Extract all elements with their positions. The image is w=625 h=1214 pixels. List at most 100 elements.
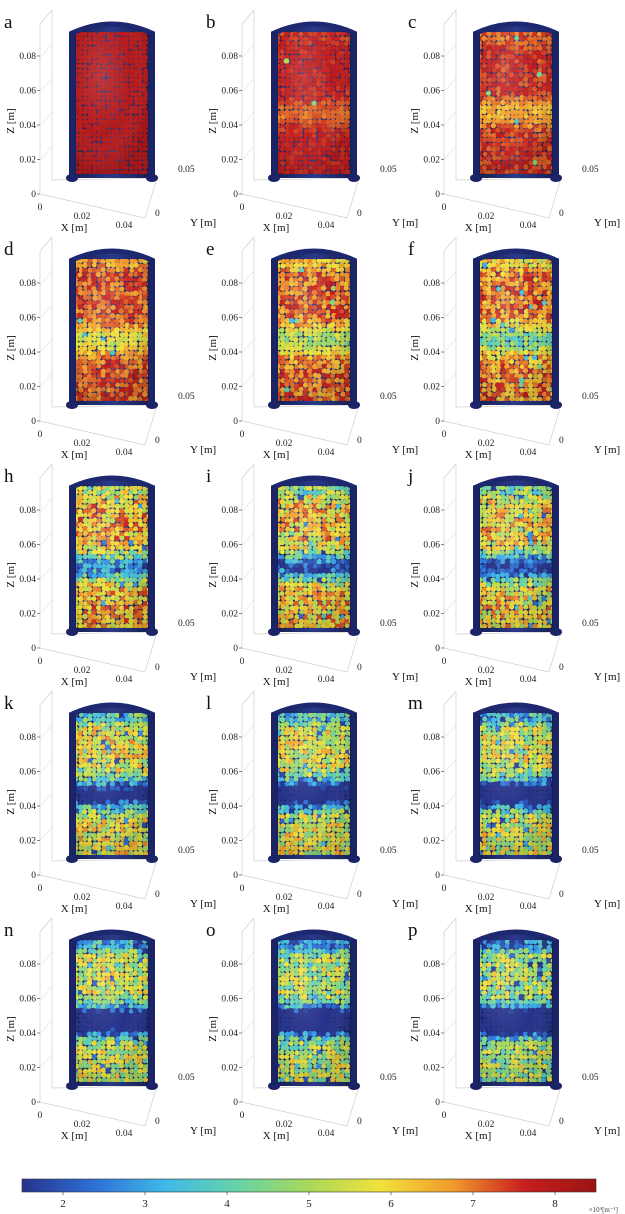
z-tick-label: 0.06 — [423, 768, 440, 778]
panel-label: b — [206, 12, 216, 33]
y-tick-label: 0 — [155, 209, 160, 219]
z-tick-label: 0.04 — [19, 121, 36, 131]
z-tick-label: 0 — [31, 190, 36, 200]
x-axis-label: X [m] — [263, 222, 290, 234]
y-tick-label: 0.05 — [380, 846, 397, 856]
x-tick-label: 0 — [38, 430, 43, 440]
x-tick-label: 0.02 — [74, 212, 91, 222]
panel-label: j — [407, 466, 413, 487]
y-tick-label: 0 — [155, 1117, 160, 1127]
y-tick-label: 0.05 — [582, 392, 599, 402]
x-tick-label: 0 — [38, 203, 43, 213]
x-axis-label: X [m] — [263, 1130, 290, 1142]
z-tick-label: 0.06 — [423, 87, 440, 97]
y-tick-label: 0.05 — [582, 619, 599, 629]
packed-bed-column — [268, 21, 360, 182]
z-tick-label: 0.06 — [221, 314, 238, 324]
z-axis-label: Z [m] — [207, 335, 219, 360]
packed-bed-column — [66, 929, 158, 1090]
x-tick-label: 0.02 — [276, 666, 293, 676]
y-axis-label: Y [m] — [392, 1125, 418, 1137]
z-tick-label: 0 — [435, 871, 440, 881]
z-tick-label: 0.08 — [221, 733, 238, 743]
z-axis-label: Z [m] — [207, 108, 219, 133]
z-tick-label: 0.08 — [221, 52, 238, 62]
y-tick-label: 0 — [155, 663, 160, 673]
x-tick-label: 0 — [240, 1111, 245, 1121]
x-tick-label: 0.04 — [116, 221, 133, 231]
y-axis-label: Y [m] — [594, 217, 620, 229]
x-tick-label: 0 — [240, 203, 245, 213]
panel-d: d 0 0.02 0.04 0.06 0.08 Z [m] 0 0.02 0.04 X [m] 0 0.… — [4, 236, 216, 461]
z-tick-label: 0 — [435, 417, 440, 427]
z-tick-label: 0.06 — [19, 314, 36, 324]
z-tick-label: 0.02 — [19, 837, 36, 847]
z-tick-label: 0.06 — [221, 87, 238, 97]
y-tick-label: 0 — [357, 436, 362, 446]
z-tick-label: 0.08 — [19, 279, 36, 289]
panel-f: f 0 0.02 0.04 0.06 0.08 Z [m] 0 0.02 0.04 X [m] 0 0.… — [408, 236, 620, 461]
x-tick-label: 0 — [442, 884, 447, 894]
panel-c: c 0 0.02 0.04 0.06 0.08 Z [m] 0 0.02 0.04 X [m] 0 0.… — [408, 9, 620, 234]
z-tick-label: 0.02 — [19, 383, 36, 393]
y-tick-label: 0 — [155, 890, 160, 900]
z-axis-label: Z [m] — [5, 335, 17, 360]
y-tick-label: 0 — [559, 436, 564, 446]
y-tick-label: 0.05 — [380, 1073, 397, 1083]
z-axis-label: Z [m] — [207, 789, 219, 814]
x-axis-label: X [m] — [465, 676, 492, 688]
panel-n: n 0 0.02 0.04 0.06 0.08 Z [m] 0 0.02 0.04 X [m] 0 0.… — [4, 917, 216, 1142]
x-tick-label: 0.02 — [74, 439, 91, 449]
z-tick-label: 0.08 — [423, 960, 440, 970]
z-tick-label: 0.04 — [221, 802, 238, 812]
z-tick-label: 0.04 — [221, 1029, 238, 1039]
y-axis-label: Y [m] — [594, 671, 620, 683]
y-tick-label: 0.05 — [582, 165, 599, 175]
z-tick-label: 0 — [435, 190, 440, 200]
z-axis-label: Z [m] — [5, 108, 17, 133]
z-axis-label: Z [m] — [409, 335, 421, 360]
panel-label: m — [408, 693, 423, 714]
z-tick-label: 0.06 — [19, 541, 36, 551]
x-tick-label: 0.04 — [318, 221, 335, 231]
panel-label: i — [206, 466, 211, 487]
z-tick-label: 0.02 — [423, 156, 440, 166]
z-tick-label: 0.06 — [423, 541, 440, 551]
z-tick-label: 0.06 — [19, 768, 36, 778]
z-tick-label: 0.08 — [423, 52, 440, 62]
y-tick-label: 0.05 — [582, 1073, 599, 1083]
z-tick-label: 0.06 — [423, 314, 440, 324]
y-axis-label: Y [m] — [392, 671, 418, 683]
panel-b: b 0 0.02 0.04 0.06 0.08 Z [m] 0 0.02 0.04 X [m] 0 0.… — [206, 9, 418, 234]
z-axis-label: Z [m] — [207, 1016, 219, 1041]
z-tick-label: 0 — [233, 1098, 238, 1108]
x-axis-label: X [m] — [61, 1130, 88, 1142]
y-axis-label: Y [m] — [190, 671, 216, 683]
z-tick-label: 0.04 — [221, 348, 238, 358]
z-tick-label: 0.08 — [19, 733, 36, 743]
axis-box — [241, 463, 360, 673]
panel-label: f — [408, 239, 415, 260]
z-axis-label: Z [m] — [5, 1016, 17, 1041]
z-tick-label: 0.02 — [423, 837, 440, 847]
x-axis-label: X [m] — [61, 676, 88, 688]
y-tick-label: 0.05 — [178, 619, 195, 629]
y-tick-label: 0.05 — [380, 619, 397, 629]
z-tick-label: 0.08 — [423, 279, 440, 289]
x-tick-label: 0 — [240, 884, 245, 894]
y-axis-label: Y [m] — [594, 898, 620, 910]
z-tick-label: 0 — [233, 190, 238, 200]
x-tick-label: 0.04 — [318, 1129, 335, 1139]
packed-bed-column — [470, 475, 562, 636]
x-tick-label: 0.02 — [74, 666, 91, 676]
z-tick-label: 0 — [435, 644, 440, 654]
packed-bed-column — [66, 248, 158, 409]
packed-bed-column — [470, 248, 562, 409]
z-tick-label: 0.04 — [423, 348, 440, 358]
panel-label: k — [4, 693, 14, 714]
x-tick-label: 0 — [240, 430, 245, 440]
panel-o: o 0 0.02 0.04 0.06 0.08 Z [m] 0 0.02 0.04 X [m] 0 0.… — [206, 917, 418, 1142]
panel-j: j 0 0.02 0.04 0.06 0.08 Z [m] 0 0.02 0.04 X [m] 0 0.… — [407, 463, 620, 688]
y-tick-label: 0.05 — [582, 846, 599, 856]
x-axis-label: X [m] — [465, 222, 492, 234]
